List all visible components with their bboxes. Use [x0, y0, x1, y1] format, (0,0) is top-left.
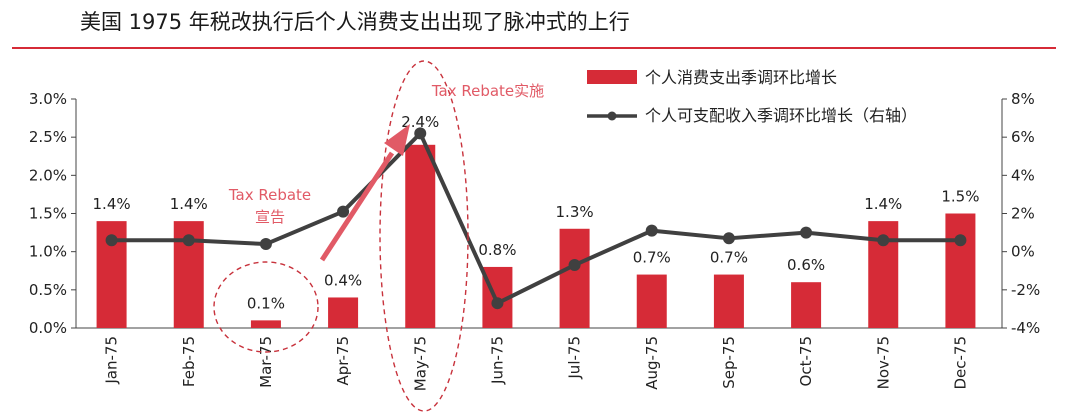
income-line-point [105, 234, 118, 247]
bar-data-label: 1.4% [864, 195, 902, 213]
bar [713, 274, 744, 328]
bar-data-label: 0.7% [633, 249, 671, 267]
x-tick-label: Jun-75 [488, 336, 506, 385]
right-tick-label: 2% [1011, 205, 1035, 223]
income-line-point [259, 238, 272, 251]
x-tick-label: Sep-75 [720, 336, 738, 389]
bar [791, 282, 822, 328]
income-line [111, 131, 961, 306]
left-tick-label: 2.5% [29, 128, 67, 146]
right-ticks: -4% -2% 0% 2% 4% 6% 8% [1002, 90, 1040, 337]
bar-data-label: 0.1% [247, 294, 285, 312]
legend-bar-label: 个人消费支出季调环比增长 [645, 68, 837, 87]
income-line-point [414, 127, 427, 140]
left-tick-label: 2.0% [29, 166, 67, 184]
x-tick-label: Apr-75 [334, 336, 352, 386]
income-line-point [722, 232, 735, 245]
bar [328, 297, 359, 328]
left-tick-label: 3.0% [29, 90, 67, 108]
x-tick-label: Aug-75 [643, 336, 661, 390]
income-line-point [954, 234, 967, 247]
legend-line-label: 个人可支配收入季调环比增长（右轴） [645, 106, 917, 125]
left-tick-label: 0.5% [29, 281, 67, 299]
annotations: Tax Rebate 宣告 Tax Rebate实施 [213, 60, 544, 412]
bar-data-label: 0.4% [324, 271, 362, 289]
bar-data-label: 0.7% [710, 249, 748, 267]
bar [636, 274, 667, 328]
bar [945, 213, 976, 328]
income-line-point [491, 297, 504, 310]
may-highlight-circle [379, 60, 469, 412]
x-tick-label: Jul-75 [566, 336, 584, 380]
bar-data-label: 1.5% [941, 188, 979, 206]
bar-data-label: 0.8% [478, 241, 516, 259]
x-tick-label: Jan-75 [103, 336, 121, 385]
x-tick-label: Nov-75 [874, 336, 892, 389]
right-tick-label: 0% [1011, 243, 1035, 261]
bar-data-label: 0.6% [787, 256, 825, 274]
bar-data-label: 1.3% [556, 203, 594, 221]
left-tick-label: 0.0% [29, 319, 67, 337]
legend-bar-swatch [587, 70, 637, 84]
bar-data-label: 1.4% [93, 195, 131, 213]
announce-annotation-line2: 宣告 [255, 208, 285, 226]
implement-annotation: Tax Rebate实施 [431, 82, 544, 100]
bar [405, 144, 436, 328]
legend-line-marker [607, 111, 617, 121]
bar-data-label: 1.4% [170, 195, 208, 213]
income-line-point [800, 226, 813, 239]
left-tick-label: 1.0% [29, 243, 67, 261]
bar-labels: 1.4% 1.4% 0.1% 0.4% 2.4% 0.8% 1.3% 0.7% 0.7% 0.6%… [93, 113, 980, 313]
x-tick-label: May-75 [411, 336, 429, 391]
income-line-point [568, 259, 581, 272]
income-line-point [877, 234, 890, 247]
announce-annotation-line1: Tax Rebate [228, 186, 311, 204]
x-tick-label: Mar-75 [257, 336, 275, 388]
income-line-series [105, 127, 967, 310]
right-tick-label: 8% [1011, 90, 1035, 108]
left-tick-label: 1.5% [29, 205, 67, 223]
income-line-point [182, 234, 195, 247]
right-tick-label: -4% [1011, 319, 1040, 337]
income-line-point [337, 205, 350, 218]
right-tick-label: -2% [1011, 281, 1040, 299]
bar [559, 228, 590, 328]
left-ticks: 0.0% 0.5% 1.0% 1.5% 2.0% 2.5% 3.0% [29, 90, 76, 337]
x-tick-label: Feb-75 [180, 336, 198, 387]
x-tick-label: Dec-75 [951, 336, 969, 390]
right-tick-label: 6% [1011, 128, 1035, 146]
axes [75, 99, 1003, 329]
trend-arrow-head [384, 124, 410, 156]
right-tick-label: 4% [1011, 166, 1035, 184]
legend: 个人消费支出季调环比增长 个人可支配收入季调环比增长（右轴） [587, 68, 917, 125]
mar-highlight-circle [213, 261, 319, 353]
income-line-point [645, 224, 658, 237]
bar [250, 320, 281, 328]
chart-title: 美国 1975 年税改执行后个人消费支出出现了脉冲式的上行 [80, 10, 630, 34]
bar-data-label: 2.4% [401, 113, 439, 131]
trend-arrow-shaft [319, 151, 395, 262]
x-ticks: Jan-75 Feb-75 Mar-75 Apr-75 May-75 Jun-75 Jul-… [103, 336, 970, 391]
x-tick-label: Oct-75 [797, 336, 815, 386]
